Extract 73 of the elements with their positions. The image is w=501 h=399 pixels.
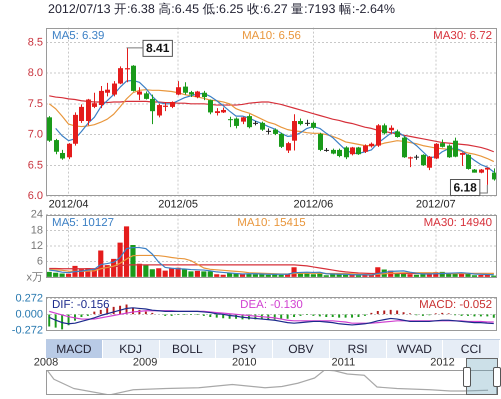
y-tick-label: 8.5 [28,36,43,48]
candlestick [434,142,439,160]
candlestick [112,80,117,97]
candlestick [466,154,471,170]
candlestick [421,154,426,166]
candlestick [125,47,130,83]
chart-title: 2012/07/13 开:6.38 高:6.45 低:6.25 收:6.27 量:7193 幅:-2.64% [48,1,395,18]
candlestick [202,90,207,101]
candlestick [402,136,407,158]
text: MA10: 6.56 [242,30,301,42]
x-tick-label: 2012/07 [416,198,456,211]
y-tick-label: 6 [36,256,43,268]
y-tick-label: 6.5 [28,159,43,172]
x-tick-label: 2008 [34,356,58,368]
candlestick [67,142,72,160]
candlestick [208,99,213,115]
y-tick-label: 12 [30,240,43,252]
text: MACD [46,340,103,358]
y-tick-label: 7.0 [28,128,43,141]
text: RSI [330,340,386,358]
candlestick [286,141,291,154]
y-tick-label: 0.000 [15,308,43,320]
candlestick [344,146,349,160]
candlestick [279,132,284,149]
y-tick-label: 8.0 [28,67,43,80]
candlestick [292,114,297,152]
candlestick [60,149,65,160]
candlestick [118,66,123,85]
candlestick [427,156,432,171]
text: BOLL [160,340,216,358]
series-label: DIF: -0.156 [52,298,110,311]
candlestick [460,152,465,166]
x-tick-label: 2012/04 [48,198,88,211]
text: WVAD [386,340,444,358]
text: MA10: 15415 [237,216,306,229]
x-tick-label: 2010 [232,356,256,368]
text: CCI [443,340,500,358]
bar [407,274,413,277]
candlestick [54,138,59,155]
text: OBV [273,340,330,358]
y-tick-label: -0.272 [12,324,43,336]
text: PSY [216,340,273,358]
candlestick [47,116,52,142]
text: KDJ [102,340,160,358]
candlestick [382,122,387,136]
y-tick-label: 0.272 [15,292,43,304]
series-label: MACD: -0.052 [419,298,492,311]
text: MA5: 10127 [52,216,114,229]
y-tick-label: 6.0 [28,190,43,202]
series-label: DEA: -0.130 [240,298,303,311]
y-tick-label: 18 [30,224,43,236]
bar [194,270,200,277]
x-tick-label: 2012/06 [293,198,334,211]
candlestick [137,86,142,101]
candlestick [150,94,155,125]
y-tick-label: 7.5 [28,98,43,110]
candlestick [247,114,252,129]
annotation: 8.41 [146,41,170,56]
x-tick-label: 2011 [332,356,356,368]
text: MA30: 6.72 [433,30,492,42]
candlestick [376,124,381,148]
x-tick-label: 2012 [430,356,455,368]
y-tick-label: 24 [30,208,43,221]
candlestick [260,121,265,132]
x-tick-label: 2012/05 [158,198,198,211]
annotation: 6.18 [453,180,478,194]
y-tick-label: x万 [26,271,43,284]
text: MA5: 6.39 [52,30,104,42]
text: MA30: 14940 [424,216,492,229]
candlestick [318,132,323,152]
candlestick [176,80,181,96]
candlestick [485,167,490,186]
x-tick-label: 2009 [132,356,158,368]
